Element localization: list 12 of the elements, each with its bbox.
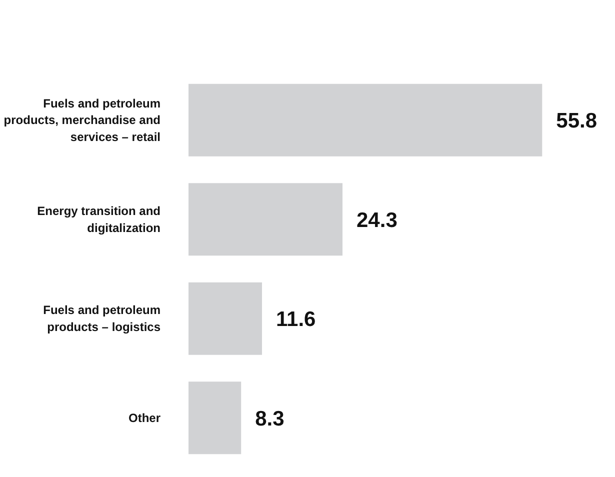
bar (188, 382, 242, 454)
data-label: 11.6 (276, 308, 316, 332)
data-label: 55.8 (556, 110, 598, 133)
bar (188, 183, 343, 256)
y-tick-label: Fuels and petroleum products, merchandise and services – retail (4, 96, 161, 144)
y-tick-label: Fuels and petroleum products – logistics (43, 303, 161, 334)
data-label: 8.3 (255, 407, 284, 430)
data-label: 24.3 (356, 208, 398, 232)
y-tick-label: Energy transition and digitalization (37, 204, 161, 235)
bar (188, 84, 542, 156)
bar (188, 282, 262, 355)
y-tick-label: Other (128, 410, 161, 425)
